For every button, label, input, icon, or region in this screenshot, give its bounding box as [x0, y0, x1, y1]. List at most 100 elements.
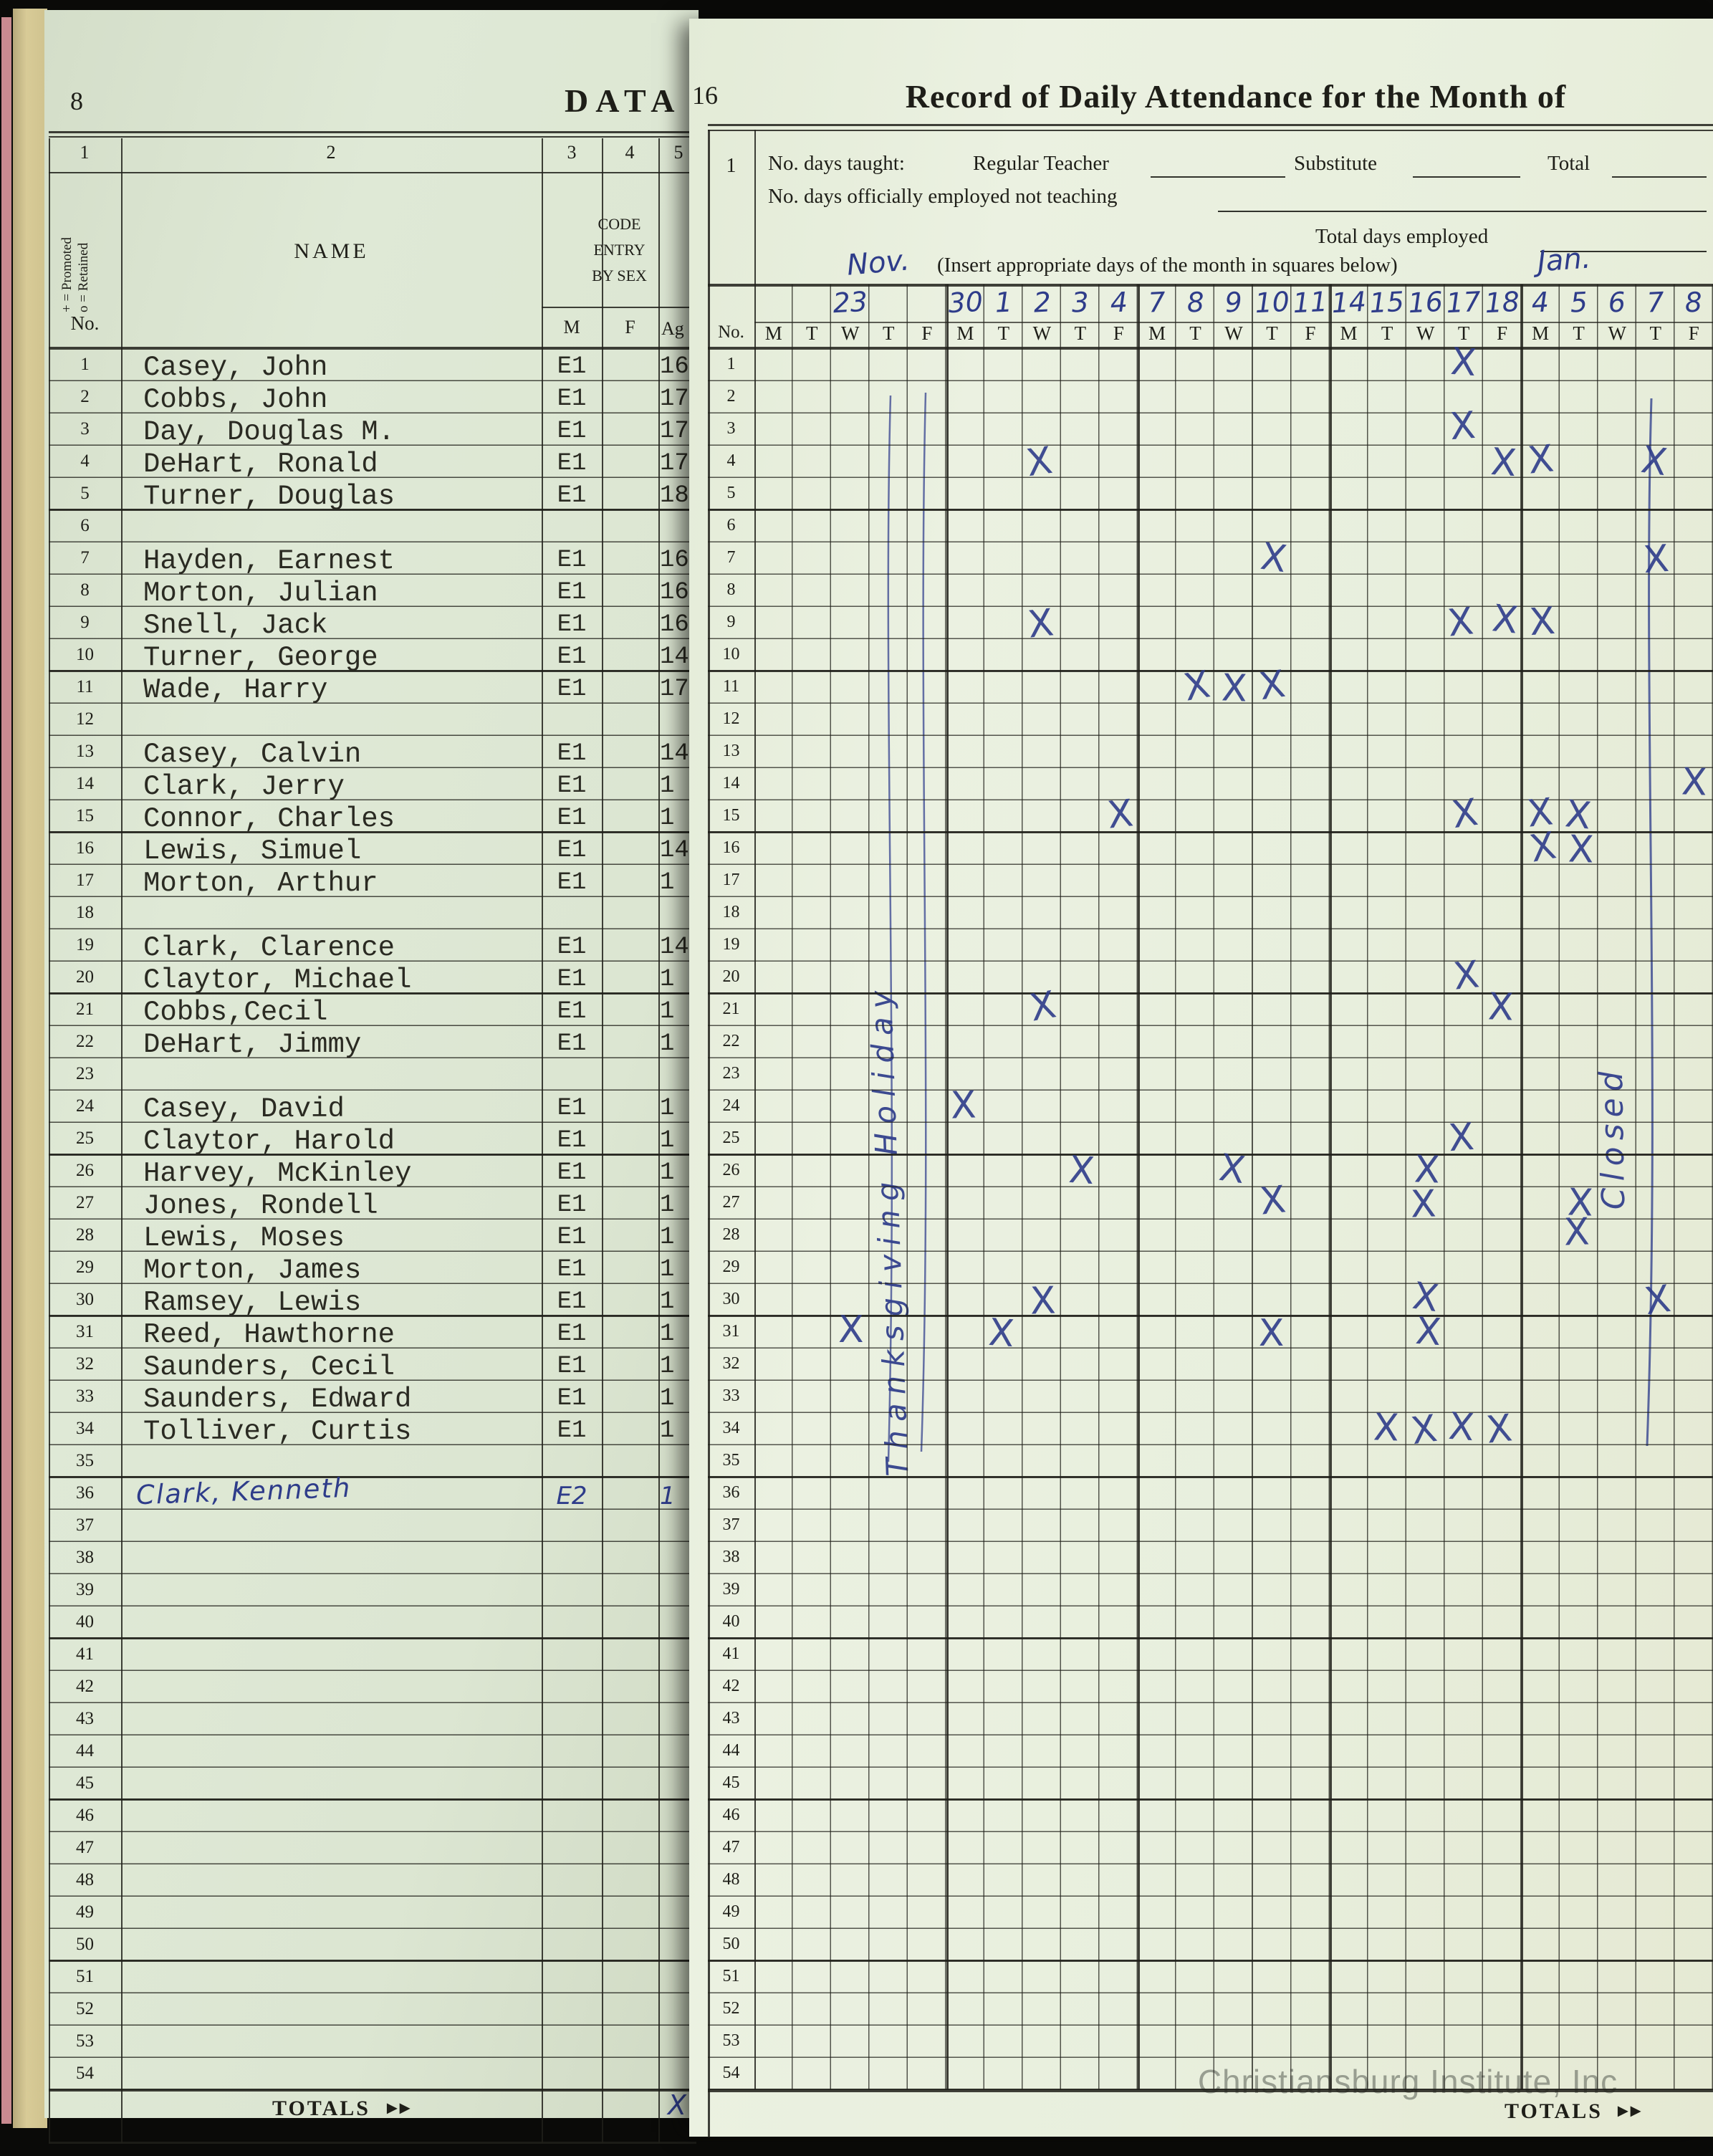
left-row-number: 34	[76, 1419, 94, 1438]
left-row-code: E1	[557, 1321, 587, 1348]
left-row-name: Turner, George	[143, 642, 378, 674]
weekday-header-22: W	[1608, 322, 1626, 344]
grid-thick-row-line-4	[708, 992, 1713, 995]
left-row-name: Jones, Rondell	[143, 1190, 378, 1222]
attendance-mark: X	[1067, 1148, 1096, 1194]
grid-no-header: No.	[718, 322, 744, 342]
left-row-age: 18	[660, 482, 689, 509]
left-row-code: E1	[557, 385, 587, 413]
left-row-age: 1	[660, 1417, 675, 1444]
left-row-code: E1	[557, 1030, 587, 1058]
left-thick-row-line-6	[49, 1315, 696, 1317]
weekday-header-7: W	[1032, 322, 1052, 344]
left-row-code: E1	[557, 579, 587, 606]
attendance-mark: X	[838, 1308, 864, 1351]
day-number-col22: 6	[1607, 286, 1627, 319]
left-row-code: E1	[557, 353, 587, 380]
attendance-mark: X	[1489, 440, 1518, 486]
left-row-age: 1	[660, 1321, 675, 1348]
left-row-number: 29	[76, 1257, 94, 1277]
substitute-label: Substitute	[1294, 152, 1378, 175]
grid-row-number: 31	[722, 1322, 740, 1341]
attendance-mark: X	[1446, 600, 1476, 646]
grid-row-number: 9	[726, 613, 736, 631]
grid-row-number: 47	[722, 1838, 740, 1856]
left-row-name: Morton, Julian	[143, 578, 378, 609]
regular-teacher-blank-line	[1151, 176, 1285, 178]
right-totals-arrows-icon: ►►	[1613, 2102, 1644, 2121]
left-row-name: Casey, David	[143, 1093, 345, 1125]
day-number-col19: 18	[1484, 285, 1520, 320]
grid-thick-row-line-10	[708, 1960, 1713, 1962]
left-thick-row-line-8	[49, 1637, 696, 1639]
insert-days-note: (Insert appropriate days of the month in…	[937, 254, 1398, 277]
left-row-number: 21	[76, 1000, 94, 1019]
attendance-mark: X	[1449, 340, 1478, 385]
left-thick-row-line-5	[49, 1154, 696, 1156]
day-number-col9: 4	[1109, 286, 1128, 319]
attendance-mark: X	[987, 1311, 1016, 1356]
left-row-code: E1	[557, 643, 587, 671]
weekday-header-4: F	[921, 322, 933, 344]
left-row-age: 1	[660, 1095, 675, 1122]
left-row-number: 10	[76, 645, 94, 664]
left-row-code: E1	[557, 1353, 587, 1380]
left-row-number: 52	[76, 1999, 94, 2018]
day-number-col21: 5	[1569, 286, 1588, 319]
left-row-code: E2	[556, 1482, 587, 1510]
right-top-rule	[708, 124, 1713, 126]
attendance-mark: X	[1257, 535, 1290, 582]
grid-row-number: 18	[722, 903, 740, 921]
attendance-mark: X	[1029, 1279, 1057, 1323]
grid-row-number: 22	[722, 1032, 740, 1050]
left-row-name: Clark, Clarence	[143, 932, 395, 964]
grid-row-number: 50	[722, 1935, 740, 1953]
grid-week-line-20	[1521, 284, 1524, 2090]
weekday-header-20: M	[1532, 322, 1550, 344]
weekday-header-21: T	[1573, 322, 1585, 344]
left-row-number: 42	[76, 1677, 94, 1696]
attendance-mark: X	[1447, 1115, 1476, 1161]
left-row-name: Ramsey, Lewis	[143, 1287, 362, 1318]
weekday-header-24: F	[1688, 322, 1699, 344]
left-row-age: 16	[660, 579, 689, 606]
day-number-col20: 4	[1530, 286, 1550, 319]
left-row-number: 8	[80, 580, 90, 600]
grid-row-number: 49	[722, 1902, 740, 1921]
left-row-number: 33	[76, 1386, 94, 1406]
code-header-line1: CODE	[598, 215, 641, 233]
weekday-header-9: F	[1113, 322, 1124, 344]
left-col-number-3: 3	[567, 142, 577, 163]
left-row-age: 1	[660, 1224, 675, 1251]
grid-row-number: 35	[722, 1451, 740, 1470]
attendance-mark: X	[1484, 1407, 1515, 1452]
attendance-mark: X	[1257, 1178, 1288, 1224]
grid-row-number: 27	[722, 1193, 740, 1212]
grid-thick-row-line-9	[708, 1798, 1713, 1801]
left-row-number: 11	[76, 677, 94, 696]
left-row-age: 1	[660, 805, 675, 832]
day-number-col2: 23	[832, 285, 869, 320]
left-row-code: E1	[557, 1192, 587, 1219]
left-row-number: 39	[76, 1580, 94, 1599]
grid-row-number: 38	[722, 1548, 740, 1566]
left-row-age: 14	[660, 740, 689, 767]
grid-row-number: 36	[722, 1483, 740, 1502]
regular-teacher-label: Regular Teacher	[973, 152, 1109, 175]
grid-row-number: 26	[722, 1161, 740, 1179]
grid-row-number: 3	[726, 419, 736, 438]
left-row-code: E1	[557, 805, 587, 832]
grid-row-number: 5	[726, 484, 736, 502]
left-thick-row-line-3	[49, 831, 696, 833]
left-row-number: 38	[76, 1548, 94, 1567]
left-row-age: 14	[660, 837, 689, 864]
left-row-number: 54	[76, 2064, 94, 2083]
weekday-header-19: F	[1497, 322, 1508, 344]
left-row-age: 1	[660, 1288, 675, 1316]
grid-row-number: 34	[722, 1419, 740, 1437]
male-column-header: M	[563, 317, 580, 337]
left-no-column-header: No.	[70, 312, 100, 334]
grid-row-number: 15	[722, 806, 740, 825]
attendance-mark: X	[1408, 1407, 1440, 1454]
grid-thick-row-line-3	[708, 831, 1713, 833]
